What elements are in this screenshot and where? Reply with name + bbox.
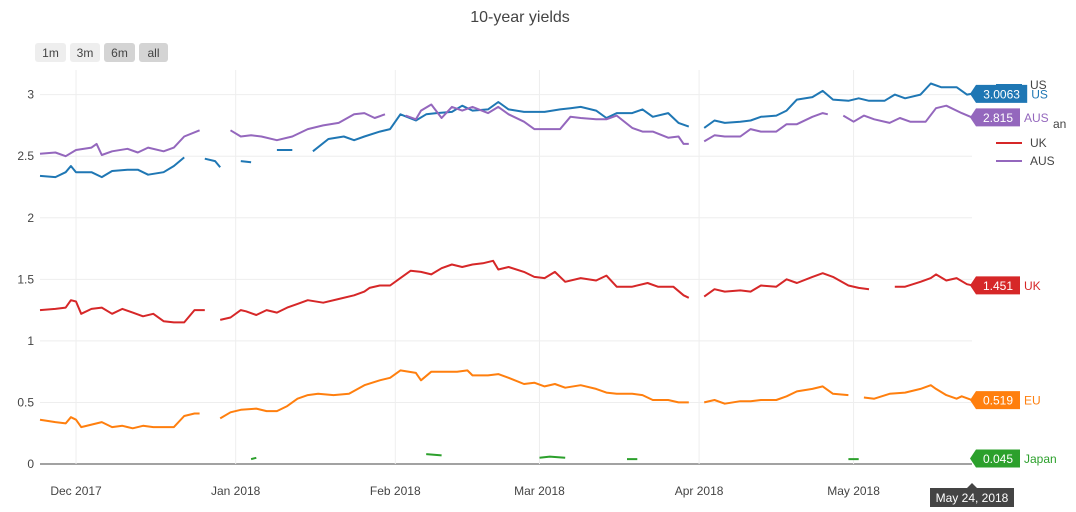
end-label-name-uk: UK — [1024, 279, 1041, 293]
series-line-aus — [39, 103, 973, 158]
hover-date-bg — [930, 483, 1014, 507]
legend-partial-label: an — [1053, 117, 1066, 131]
range-button-label: all — [147, 46, 159, 60]
end-label-name-aus: AUS — [1024, 111, 1049, 125]
legend-label-uk: UK — [1030, 136, 1047, 150]
y-axis: 0 0.5 1 1.5 2 2.5 3 — [17, 88, 34, 471]
x-tick-label: Dec 2017 — [50, 484, 102, 498]
hover-date-label: May 24, 2018 — [936, 491, 1009, 505]
series-line-eu — [39, 369, 973, 430]
range-button-bg — [70, 43, 100, 62]
range-button-label: 3m — [77, 46, 94, 60]
legend-label-aus: AUS — [1030, 154, 1055, 168]
y-tick-label: 2.5 — [17, 149, 34, 163]
range-button-label: 6m — [111, 46, 128, 60]
end-labels: 3.0063 US 2.815 AUS 1.451 UK 0.519 EU 0.045 Japan — [970, 84, 1057, 468]
end-label-bg-uk — [970, 276, 1020, 295]
end-label-bg-eu — [970, 391, 1020, 410]
end-label-bg-us — [970, 84, 1028, 103]
end-label-value-us: 3.0063 — [983, 87, 1020, 101]
range-button-all[interactable]: all — [139, 43, 168, 62]
end-label-value-eu: 0.519 — [983, 394, 1013, 408]
y-tick-label: 3 — [27, 88, 34, 102]
x-tick-label: Mar 2018 — [514, 484, 565, 498]
series-line-japan — [251, 454, 972, 459]
end-label-value-japan: 0.045 — [983, 452, 1013, 466]
series-lines — [39, 82, 973, 460]
legend-label-us: US — [1030, 78, 1047, 92]
hover-label: May 24, 2018 — [930, 483, 1014, 507]
range-button-bg — [139, 43, 168, 62]
y-tick-label: 0 — [27, 457, 34, 471]
y-tick-label: 2 — [27, 211, 34, 225]
end-label-bg-aus — [970, 108, 1020, 127]
end-label-bg-japan — [970, 449, 1020, 468]
range-button-bg — [35, 43, 66, 62]
range-button-3m[interactable]: 3m — [70, 43, 100, 62]
x-tick-label: Apr 2018 — [675, 484, 724, 498]
range-selector: 1m 3m 6m all — [35, 43, 168, 62]
end-label-name-us: US — [1031, 87, 1048, 101]
range-button-1m[interactable]: 1m — [35, 43, 66, 62]
range-button-bg — [104, 43, 135, 62]
chart-title: 10-year yields — [470, 9, 570, 26]
x-axis: Dec 2017 Jan 2018 Feb 2018 Mar 2018 Apr 2018… — [50, 484, 880, 498]
range-button-6m[interactable]: 6m — [104, 43, 135, 62]
end-label-value-aus: 2.815 — [983, 111, 1013, 125]
series-line-us — [39, 82, 973, 179]
y-tick-label: 1 — [27, 334, 34, 348]
y-tick-label: 1.5 — [17, 272, 34, 286]
end-label-name-eu: EU — [1024, 394, 1041, 408]
end-label-name-japan: Japan — [1024, 452, 1057, 466]
end-label-value-uk: 1.451 — [983, 279, 1013, 293]
series-line-uk — [39, 259, 973, 324]
x-tick-label: Feb 2018 — [370, 484, 421, 498]
range-button-label: 1m — [42, 46, 59, 60]
x-tick-label: May 2018 — [827, 484, 880, 498]
y-tick-label: 0.5 — [17, 395, 34, 409]
x-tick-label: Jan 2018 — [211, 484, 261, 498]
